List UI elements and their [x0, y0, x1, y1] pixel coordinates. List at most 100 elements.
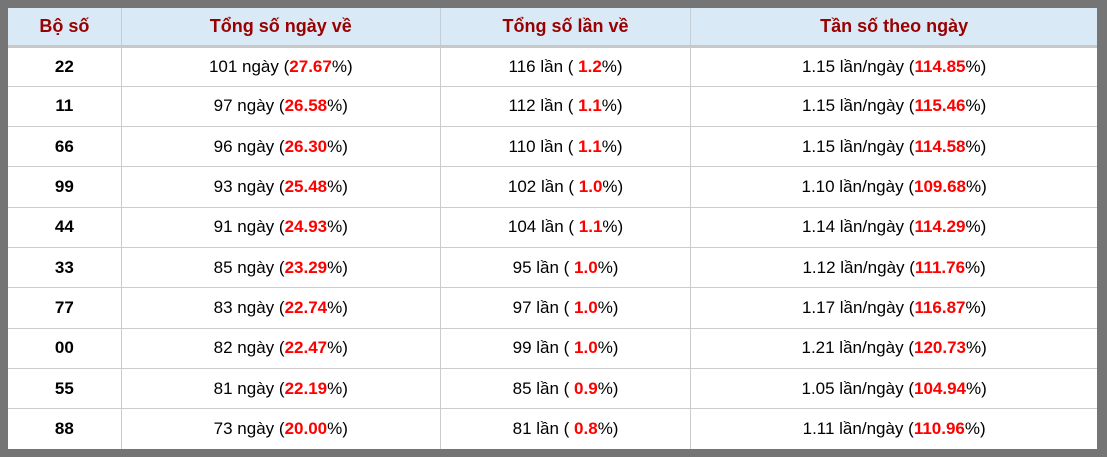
times-value: 112 lần	[508, 96, 564, 116]
frequency-value: 1.14 lần/ngày	[801, 217, 905, 237]
pair-number-cell: 99	[8, 166, 122, 208]
paren-close: %)	[965, 378, 987, 398]
paren-open: (	[563, 217, 579, 237]
pair-number: 99	[54, 177, 74, 197]
total-days-cell: 96 ngày (26.30%)	[121, 126, 441, 168]
times-percent: 1.2	[578, 56, 602, 76]
days-percent: 26.58	[284, 96, 328, 116]
total-times-cell: 95 lần ( 1.0%)	[440, 247, 692, 289]
header-pair-number: Bộ số	[8, 8, 122, 48]
frequency-cell: 1.15 lần/ngày (115.46%)	[690, 86, 1097, 128]
frequency-percent: 104.94	[913, 378, 966, 398]
total-days-cell: 101 ngày (27.67%)	[121, 46, 441, 87]
paren-close: %)	[965, 136, 987, 156]
frequency-cell: 1.05 lần/ngày (104.94%)	[690, 368, 1097, 410]
paren-open: (	[558, 297, 575, 317]
paren-close: %)	[327, 419, 348, 439]
paren-close: %)	[331, 56, 353, 76]
total-times-cell: 99 lần ( 1.0%)	[440, 328, 692, 369]
frequency-value: 1.21 lần/ngày	[801, 338, 904, 358]
days-percent: 27.67	[289, 56, 332, 76]
times-value: 116 lần	[508, 56, 564, 76]
total-times-cell: 97 lần ( 1.0%)	[440, 287, 692, 329]
paren-close: %)	[965, 96, 987, 116]
days-value: 91 ngày	[213, 217, 275, 237]
paren-open: (	[904, 297, 915, 317]
paren-open: (	[904, 56, 915, 76]
total-times-cell: 85 lần ( 0.9%)	[440, 368, 692, 410]
table-row: 33 85 ngày (23.29%) 95 lần ( 1.0%) 1.12 …	[8, 247, 1097, 289]
times-percent: 1.0	[574, 257, 598, 277]
table-row: 44 91 ngày (24.93%) 104 lần ( 1.1%) 1.14…	[8, 207, 1097, 248]
paren-close: %)	[601, 136, 623, 156]
paren-close: %)	[602, 177, 624, 197]
paren-close: %)	[597, 338, 619, 358]
days-percent: 22.74	[284, 297, 328, 317]
paren-open: (	[274, 177, 285, 197]
pair-number: 44	[54, 217, 74, 237]
paren-close: %)	[327, 177, 348, 197]
pair-number-cell: 77	[8, 287, 122, 329]
frequency-value: 1.17 lần/ngày	[801, 297, 905, 317]
frequency-percent: 114.58	[914, 136, 966, 156]
times-percent: 1.1	[578, 217, 603, 237]
table-body: 22 101 ngày (27.67%) 116 lần ( 1.2%) 1.1…	[8, 46, 1097, 449]
paren-open: (	[274, 338, 285, 358]
frequency-percent: 109.68	[913, 177, 966, 197]
paren-open: (	[563, 177, 579, 197]
paren-close: %)	[965, 257, 986, 277]
frequency-cell: 1.10 lần/ngày (109.68%)	[690, 166, 1097, 208]
days-value: 73 ngày	[213, 419, 275, 439]
days-percent: 23.29	[284, 257, 328, 277]
header-total-days: Tổng số ngày về	[121, 8, 441, 48]
pair-number-cell: 00	[8, 328, 122, 369]
times-value: 85 lần	[512, 378, 559, 398]
total-times-cell: 110 lần ( 1.1%)	[440, 126, 692, 168]
pair-number: 66	[54, 136, 74, 156]
paren-open: (	[278, 56, 290, 76]
paren-close: %)	[597, 378, 619, 398]
frequency-value: 1.15 lần/ngày	[801, 96, 905, 116]
paren-open: (	[274, 217, 285, 237]
frequency-cell: 1.14 lần/ngày (114.29%)	[690, 207, 1097, 248]
paren-close: %)	[601, 56, 623, 76]
header-total-times: Tổng số lần về	[440, 8, 692, 48]
pair-number: 33	[54, 257, 74, 277]
days-value: 93 ngày	[213, 177, 275, 197]
paren-close: %)	[327, 257, 348, 277]
times-value: 102 lần	[507, 177, 564, 197]
total-times-cell: 112 lần ( 1.1%)	[440, 86, 692, 128]
pair-number: 55	[54, 378, 74, 398]
paren-open: (	[903, 419, 914, 439]
paren-open: (	[563, 136, 579, 156]
frequency-cell: 1.12 lần/ngày (111.76%)	[690, 247, 1097, 289]
frequency-cell: 1.11 lần/ngày (110.96%)	[690, 408, 1097, 449]
total-times-cell: 81 lần ( 0.8%)	[440, 408, 692, 449]
frequency-value: 1.05 lần/ngày	[801, 378, 904, 398]
paren-open: (	[274, 257, 285, 277]
paren-close: %)	[327, 136, 348, 156]
times-percent: 1.0	[578, 177, 603, 197]
frequency-percent: 116.87	[914, 297, 966, 317]
pair-number-cell: 44	[8, 207, 122, 248]
paren-open: (	[903, 378, 914, 398]
frequency-value: 1.10 lần/ngày	[801, 177, 904, 197]
paren-close: %)	[965, 56, 987, 76]
total-days-cell: 93 ngày (25.48%)	[121, 166, 441, 208]
paren-open: (	[904, 217, 915, 237]
pair-number-cell: 22	[8, 46, 122, 87]
frequency-percent: 114.85	[914, 56, 966, 76]
table-row: 00 82 ngày (22.47%) 99 lần ( 1.0%) 1.21 …	[8, 328, 1097, 369]
frequency-percent: 120.73	[913, 338, 966, 358]
days-value: 85 ngày	[213, 257, 275, 277]
pair-number: 11	[55, 96, 74, 116]
paren-close: %)	[327, 338, 348, 358]
table-row: 88 73 ngày (20.00%) 81 lần ( 0.8%) 1.11 …	[8, 408, 1097, 449]
pair-number-cell: 33	[8, 247, 122, 289]
pair-number-cell: 66	[8, 126, 122, 168]
table-row: 99 93 ngày (25.48%) 102 lần ( 1.0%) 1.10…	[8, 166, 1097, 208]
table-row: 22 101 ngày (27.67%) 116 lần ( 1.2%) 1.1…	[8, 46, 1097, 87]
pair-number: 77	[54, 297, 74, 317]
table-row: 66 96 ngày (26.30%) 110 lần ( 1.1%) 1.15…	[8, 126, 1097, 168]
